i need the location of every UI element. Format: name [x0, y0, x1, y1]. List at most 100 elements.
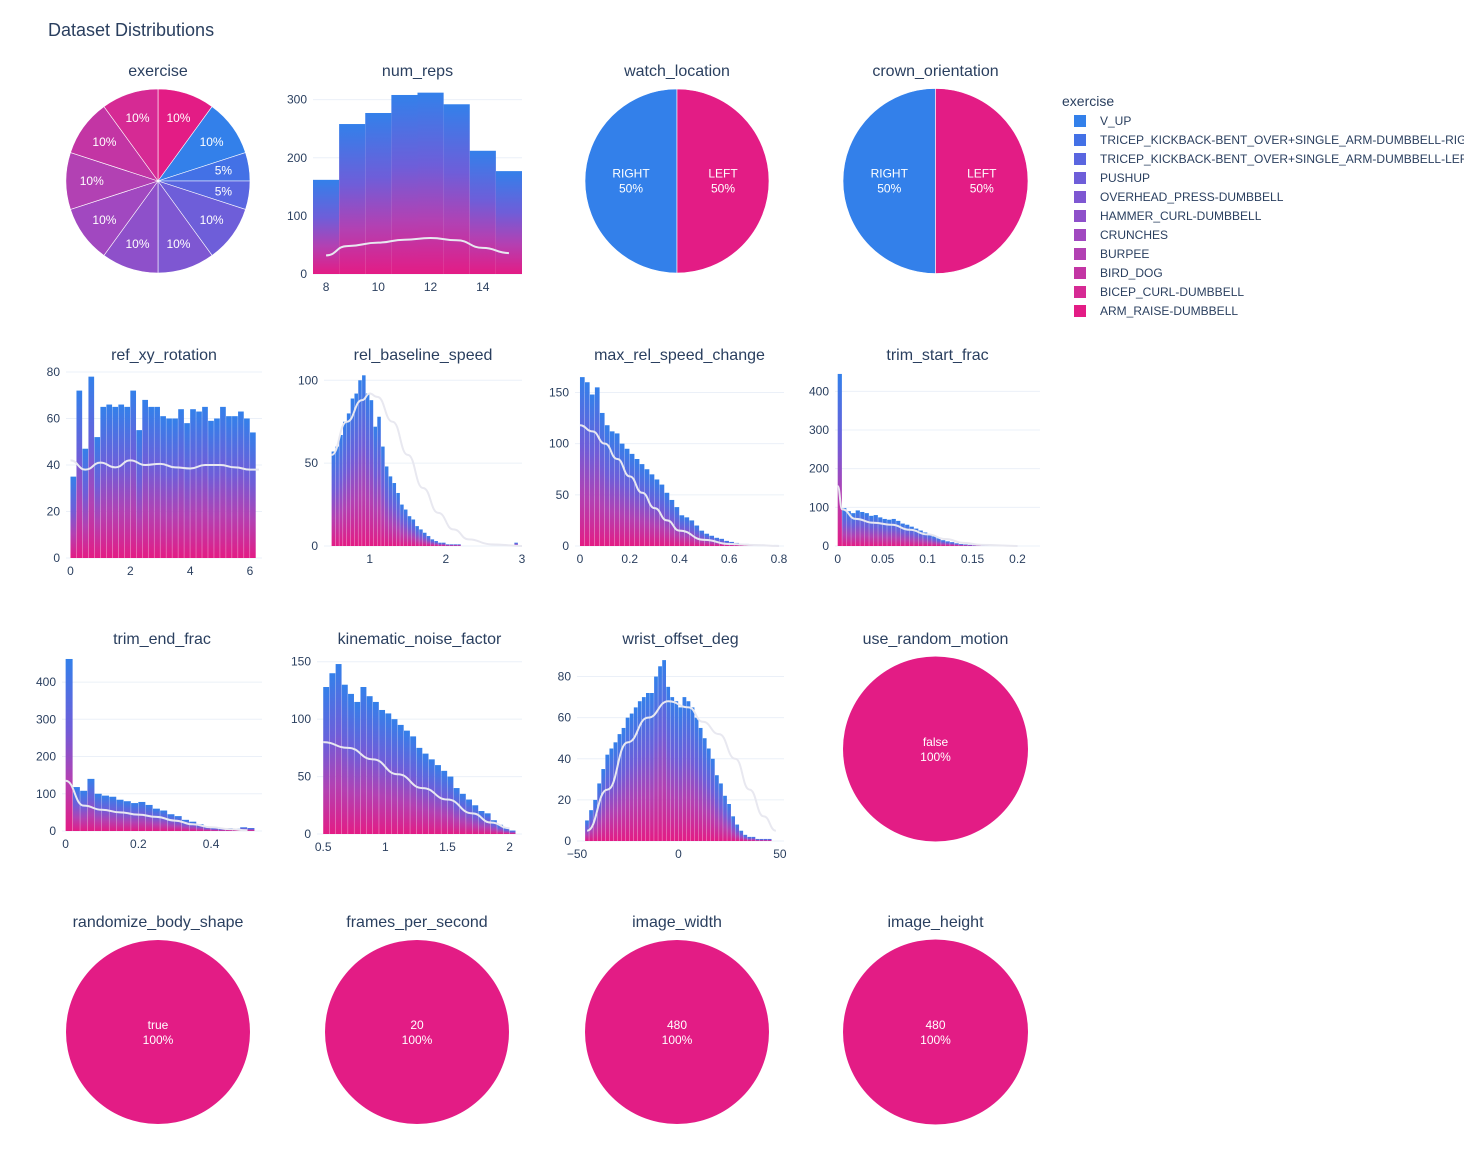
bar [689, 520, 695, 546]
bar [609, 748, 614, 841]
bar [449, 544, 454, 546]
bar [617, 734, 622, 841]
kde-line [579, 424, 780, 547]
bar [160, 810, 168, 831]
bar [76, 390, 83, 558]
chart-kinematic-noise-factor: 0 50 100 150 0.5 1 1.5 2 [291, 655, 522, 854]
bar [130, 390, 137, 558]
bar [621, 727, 626, 841]
legend-item-tricep-kickback-bent-over-single-arm-dumbbell-right[interactable]: TRICEP_KICKBACK-BENT_OVER+SINGLE_ARM-DUM… [1074, 133, 1464, 147]
y-tick-label: 0 [300, 267, 307, 281]
pie-label: false [923, 735, 949, 749]
legend-item-bird-dog[interactable]: BIRD_DOG [1074, 266, 1163, 280]
y-tick-label: 150 [291, 655, 311, 669]
legend: exercise V_UP TRICEP_KICKBACK-BENT_OVER+SI… [1062, 93, 1464, 318]
bar [900, 523, 905, 546]
legend-item-crunches[interactable]: CRUNCHES [1074, 228, 1168, 242]
bar [116, 799, 124, 831]
subplot-title: max_rel_speed_change [594, 347, 765, 364]
pie-slice [585, 940, 769, 1124]
kde-line [325, 236, 509, 257]
bar [247, 828, 255, 831]
subplot-title: randomize_body_shape [73, 914, 244, 931]
legend-item-v-up[interactable]: V_UP [1074, 114, 1131, 128]
legend-swatch [1074, 229, 1086, 241]
bar [972, 545, 977, 546]
subplot-title: kinematic_noise_factor [338, 631, 502, 648]
bar [360, 687, 367, 834]
bar [391, 94, 418, 274]
bar [589, 394, 595, 546]
legend-item-arm-raise-dumbbell[interactable]: ARM_RAISE-DUMBBELL [1074, 304, 1238, 318]
bar [238, 411, 244, 558]
bar [403, 509, 408, 546]
pie-label: 50% [970, 182, 994, 196]
pie-label: 10% [92, 213, 116, 227]
pie-slice [935, 88, 1029, 274]
bar [411, 519, 416, 546]
bar [172, 418, 178, 558]
bar [240, 827, 248, 831]
legend-item-overhead-press-dumbbell[interactable]: OVERHEAD_PRESS-DUMBBELL [1074, 190, 1284, 204]
legend-title: exercise [1062, 93, 1114, 109]
bar [112, 406, 119, 558]
bar [686, 701, 691, 841]
bar [220, 406, 226, 558]
bar [584, 382, 590, 546]
x-tick-label: 6 [247, 564, 254, 578]
legend-swatch [1074, 267, 1086, 279]
bar [514, 542, 518, 546]
bar [896, 520, 901, 546]
bar [226, 416, 232, 558]
bar [666, 686, 671, 841]
pie-slice [584, 88, 678, 274]
subplot-title: trim_start_frac [886, 347, 988, 364]
x-tick-label: 0 [675, 847, 682, 861]
x-tick-label: 0.8 [771, 552, 788, 566]
pie-label: 50% [619, 182, 643, 196]
page-title: Dataset Distributions [48, 20, 215, 40]
bar [466, 799, 473, 834]
y-tick-label: 60 [47, 412, 61, 426]
bar [384, 466, 389, 546]
y-tick-label: 20 [47, 505, 61, 519]
y-tick-label: 40 [47, 458, 61, 472]
legend-label: HAMMER_CURL-DUMBBELL [1100, 209, 1262, 223]
legend-label: TRICEP_KICKBACK-BENT_OVER+SINGLE_ARM-DUM… [1100, 152, 1464, 166]
pie-slice [66, 940, 250, 1124]
legend-item-pushup[interactable]: PUSHUP [1074, 171, 1150, 185]
x-tick-label: 0 [67, 564, 74, 578]
bar [106, 404, 113, 558]
bar [323, 687, 330, 834]
legend-item-bicep-curl-dumbbell[interactable]: BICEP_CURL-DUMBBELL [1074, 285, 1244, 299]
kde-line [586, 700, 777, 832]
bar [597, 783, 602, 841]
bar [763, 838, 768, 841]
legend-label: V_UP [1100, 114, 1131, 128]
legend-item-hammer-curl-dumbbell[interactable]: HAMMER_CURL-DUMBBELL [1074, 209, 1262, 223]
pie-slice [843, 939, 1028, 1125]
legend-item-burpee[interactable]: BURPEE [1074, 247, 1149, 261]
bar [497, 824, 504, 834]
bar [430, 539, 435, 546]
legend-item-tricep-kickback-bent-over-single-arm-dumbbell-left[interactable]: TRICEP_KICKBACK-BENT_OVER+SINGLE_ARM-DUM… [1074, 152, 1464, 166]
x-tick-label: 0.1 [919, 552, 936, 566]
subplot-title: trim_end_frac [113, 631, 211, 648]
bar [682, 697, 687, 841]
pie-slice [842, 88, 936, 274]
legend-swatch [1074, 305, 1086, 317]
legend-swatch [1074, 248, 1086, 260]
pie-label: 5% [215, 184, 233, 198]
bar [706, 748, 711, 841]
bar [927, 534, 932, 546]
bar [478, 811, 485, 834]
bar [842, 508, 847, 546]
pie-label: 480 [667, 1018, 687, 1032]
bar [654, 479, 660, 546]
bar [154, 406, 160, 558]
bar [851, 513, 856, 546]
x-tick-label: 1.5 [439, 840, 456, 854]
subplot-title: crown_orientation [872, 63, 998, 80]
